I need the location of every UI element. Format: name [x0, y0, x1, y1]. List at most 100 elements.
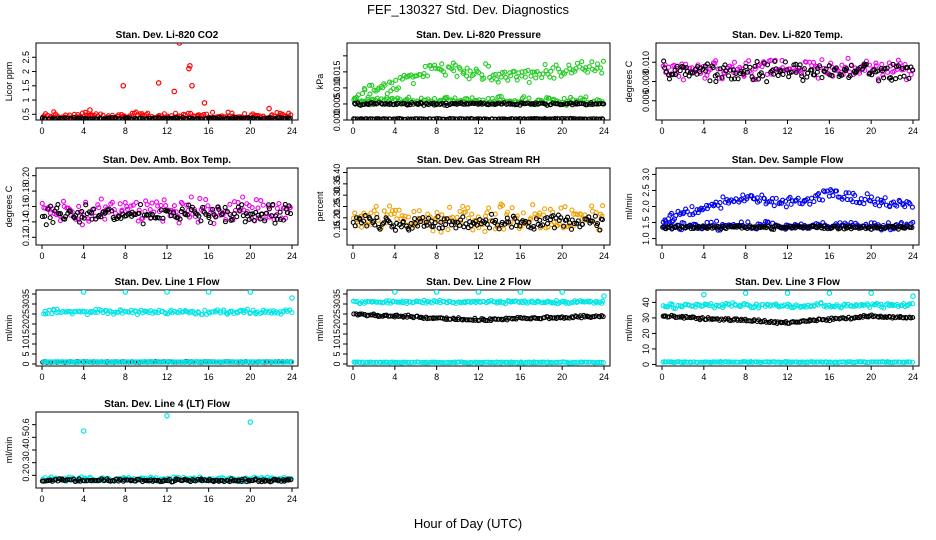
- data-point: [486, 205, 492, 211]
- data-point: [792, 225, 798, 231]
- data-point: [887, 302, 893, 308]
- data-point: [910, 301, 916, 307]
- data-point: [529, 299, 535, 305]
- data-point: [747, 64, 753, 70]
- data-point: [160, 115, 166, 120]
- data-point: [752, 63, 758, 69]
- data-point: [868, 194, 875, 200]
- data-point: [677, 68, 683, 74]
- data-point: [873, 60, 879, 66]
- data-point: [233, 478, 239, 484]
- panel-title: Stan. Dev. Gas Stream RH: [417, 155, 540, 166]
- data-point: [440, 69, 446, 75]
- data-point: [730, 67, 736, 73]
- y-axis-label: degrees C: [4, 185, 14, 227]
- data-point: [887, 314, 893, 320]
- data-point: [367, 91, 373, 97]
- data-point: [776, 200, 782, 207]
- data-point: [446, 218, 452, 225]
- y-tick-label: 15: [21, 329, 31, 339]
- data-point: [704, 61, 710, 67]
- data-point: [86, 359, 92, 365]
- outlier-point: [392, 290, 398, 295]
- data-point: [871, 199, 877, 205]
- panel-title: Stan. Dev. Line 2 Flow: [426, 277, 531, 288]
- y-tick-label: 1: [21, 98, 31, 103]
- data-point: [712, 60, 718, 66]
- data-point: [501, 226, 507, 232]
- data-point: [554, 314, 561, 320]
- outlier-point: [247, 290, 254, 295]
- data-point: [172, 115, 179, 120]
- data-point: [526, 219, 532, 225]
- data-point: [222, 219, 229, 225]
- data-point: [688, 360, 694, 366]
- data-point: [525, 67, 531, 74]
- data-point: [458, 116, 465, 120]
- data-point: [577, 211, 583, 217]
- y-tick-label: 3.0: [641, 168, 651, 181]
- x-tick-label: 24: [287, 372, 297, 382]
- data-point: [826, 63, 832, 69]
- data-point: [381, 208, 387, 214]
- x-tick-label: 16: [515, 251, 525, 261]
- data-point: [274, 216, 280, 222]
- data-point: [859, 66, 865, 72]
- data-point: [887, 223, 894, 229]
- data-point: [788, 304, 794, 311]
- data-point: [722, 62, 728, 68]
- x-tick-label: 0: [659, 251, 664, 261]
- data-point: [195, 359, 201, 365]
- data-point: [729, 224, 735, 230]
- data-point: [287, 210, 294, 217]
- data-point: [364, 223, 370, 229]
- data-point: [746, 58, 752, 64]
- panel-title: Stan. Dev. Amb. Box Temp.: [103, 155, 231, 166]
- y-axis-label: ml/min: [4, 315, 14, 342]
- data-point: [424, 73, 430, 79]
- data-point: [565, 214, 571, 220]
- data-point: [674, 63, 680, 69]
- x-tick-label: 20: [866, 126, 876, 136]
- data-point: [464, 65, 470, 71]
- data-point: [45, 206, 51, 212]
- data-point: [109, 199, 115, 205]
- data-point: [501, 316, 507, 322]
- data-point: [816, 196, 822, 203]
- data-point: [528, 73, 534, 79]
- data-point: [57, 476, 63, 482]
- y-tick-label: 25: [332, 309, 342, 319]
- data-point: [463, 221, 469, 227]
- data-point: [704, 202, 710, 208]
- data-points: [660, 290, 916, 366]
- y-tick-label: 0.14: [21, 213, 31, 231]
- data-point: [43, 116, 49, 120]
- data-point: [878, 301, 884, 307]
- data-point: [83, 199, 89, 205]
- data-point: [863, 61, 869, 68]
- data-point: [710, 65, 716, 71]
- data-point: [41, 478, 47, 484]
- data-point: [677, 314, 683, 320]
- data-point: [288, 477, 294, 483]
- data-point: [206, 212, 212, 218]
- data-point: [731, 359, 737, 365]
- data-point: [457, 222, 463, 228]
- data-point: [185, 212, 191, 218]
- data-point: [815, 191, 822, 197]
- data-point: [452, 359, 458, 366]
- data-point: [771, 71, 777, 77]
- data-point: [771, 203, 777, 209]
- data-point: [243, 211, 249, 217]
- data-point: [445, 226, 451, 233]
- data-point: [88, 210, 94, 216]
- y-tick-label: 30: [641, 313, 651, 323]
- data-point: [553, 62, 559, 68]
- data-points: [39, 412, 294, 485]
- data-point: [91, 206, 97, 212]
- data-point: [160, 478, 166, 484]
- x-tick-label: 12: [473, 126, 483, 136]
- data-point: [486, 116, 492, 120]
- panel-sample: Stan. Dev. Sample Flow 0 4 8 12 16 20 24 1.0 1.5 2…: [624, 155, 920, 261]
- data-point: [200, 204, 206, 210]
